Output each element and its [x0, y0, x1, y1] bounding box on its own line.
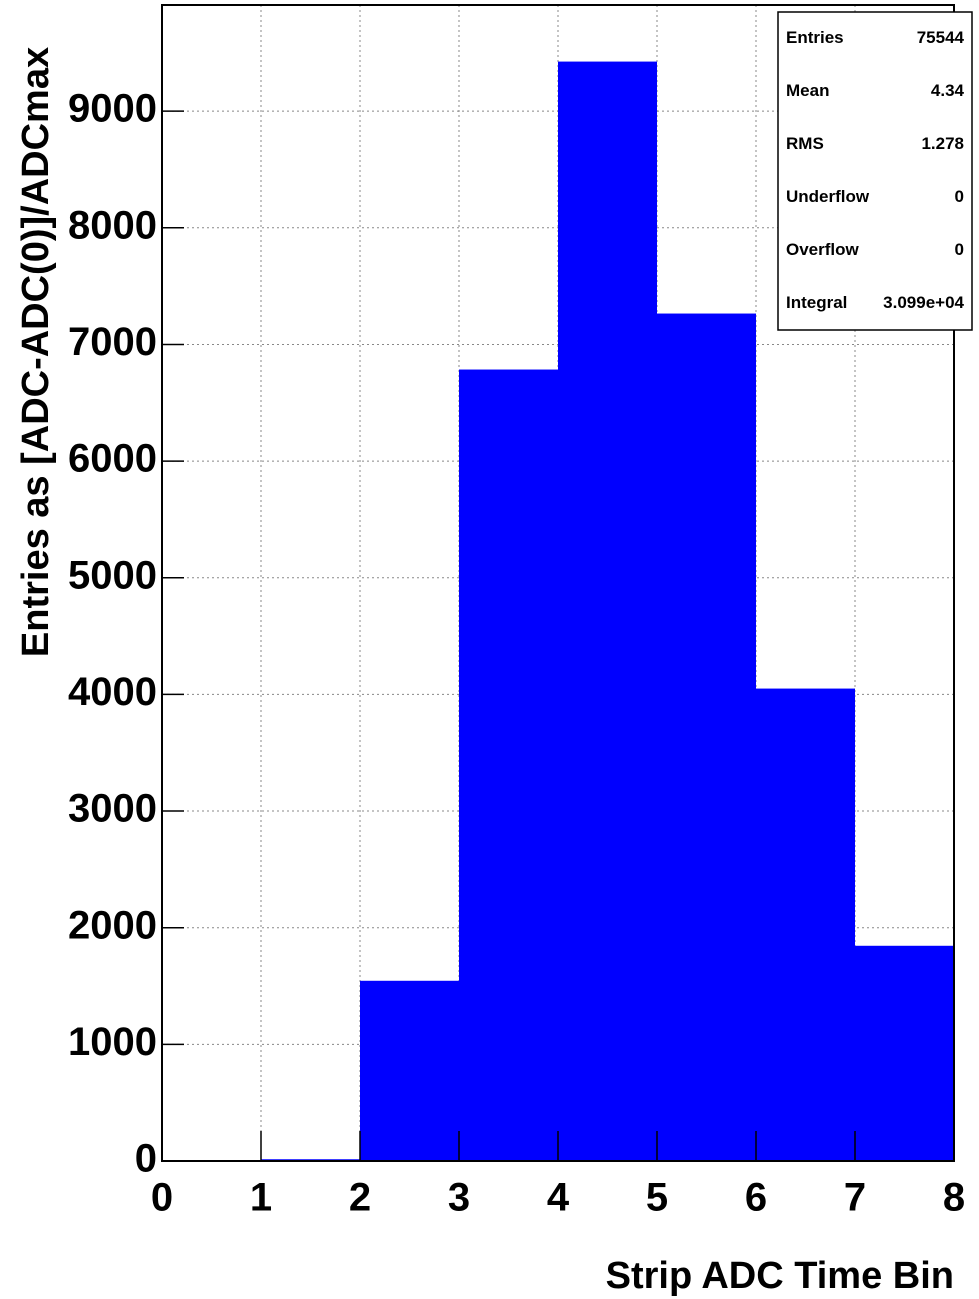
- x-tick-label: 6: [745, 1176, 767, 1220]
- stats-label: Entries: [786, 28, 844, 47]
- bar: [360, 980, 459, 1161]
- stats-label: Underflow: [786, 187, 870, 206]
- y-tick-label: 4000: [68, 670, 157, 714]
- bar: [558, 61, 657, 1161]
- y-axis-title: Entries as [ADC-ADC(0)]/ADCmax: [15, 47, 57, 657]
- stats-value: 1.278: [921, 134, 964, 153]
- stats-label: RMS: [786, 134, 824, 153]
- stats-box: [777, 11, 973, 331]
- stats-value: 3.099e+04: [883, 293, 964, 312]
- y-tick-label: 9000: [68, 87, 157, 131]
- stats-value: 0: [955, 240, 964, 259]
- x-tick-label: 3: [448, 1176, 470, 1220]
- x-tick-label: 4: [547, 1176, 570, 1220]
- x-tick-label: 2: [349, 1176, 371, 1220]
- bar: [855, 945, 954, 1161]
- y-tick-label: 8000: [68, 203, 157, 247]
- y-tick-label: 7000: [68, 320, 157, 364]
- x-tick-label: 1: [250, 1176, 272, 1220]
- x-axis-title: Strip ADC Time Bin: [606, 1255, 954, 1297]
- x-tick-label: 0: [151, 1176, 173, 1220]
- y-tick-label: 3000: [68, 787, 157, 831]
- y-tick-label: 5000: [68, 553, 157, 597]
- stats-value: 4.34: [931, 81, 965, 100]
- stats-label: Integral: [786, 293, 847, 312]
- stats-label: Overflow: [786, 240, 860, 259]
- stats-value: 0: [955, 187, 964, 206]
- y-tick-label: 2000: [68, 903, 157, 947]
- y-tick-label: 6000: [68, 437, 157, 481]
- x-tick-label: 5: [646, 1176, 668, 1220]
- y-tick-label: 0: [135, 1137, 157, 1181]
- x-tick-label: 7: [844, 1176, 866, 1220]
- bar: [756, 688, 855, 1161]
- bar: [657, 313, 756, 1162]
- bar: [459, 369, 558, 1161]
- stats-label: Mean: [786, 81, 829, 100]
- x-tick-label: 8: [943, 1176, 965, 1220]
- y-tick-label: 1000: [68, 1020, 157, 1064]
- stats-value: 75544: [917, 28, 965, 47]
